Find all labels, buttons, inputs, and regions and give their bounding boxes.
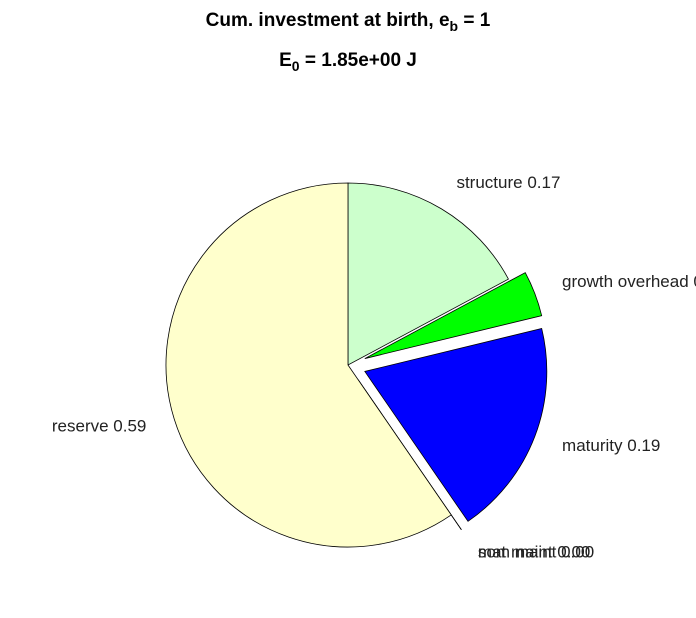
slice-name: mat maint	[478, 543, 553, 562]
slice-value: 0.00	[557, 543, 590, 562]
title-text: = 1.85e+00 J	[300, 50, 417, 71]
slice-name: maturity	[562, 436, 623, 455]
chart-title: Cum. investment at birth, eb = 1	[206, 10, 491, 34]
slice-value: 0.00	[561, 543, 594, 562]
pie-slice	[364, 328, 548, 522]
slice-value: 0.59	[113, 417, 146, 436]
pie-slice	[347, 182, 509, 366]
slice-value: 0.04	[693, 273, 696, 292]
title-subscript: 0	[292, 58, 300, 74]
title-text: E	[279, 50, 292, 71]
slice-value: 0.17	[527, 173, 560, 192]
slice-label: growth overhead 0.04	[562, 273, 696, 292]
slice-label: mat maint 0.00	[478, 543, 590, 562]
slice-name: reserve	[52, 417, 109, 436]
slice-label: reserve 0.59	[52, 417, 147, 436]
slice-label: som maint 0.00	[478, 543, 594, 562]
slice-value: 0.19	[627, 436, 660, 455]
slice-name: structure	[456, 173, 522, 192]
slice-name: growth overhead	[562, 273, 689, 292]
title-subscript: b	[450, 18, 459, 34]
title-text: Cum. investment at birth, e	[206, 10, 450, 31]
pie-slice	[165, 182, 452, 548]
title-text: = 1	[458, 10, 491, 31]
pie-slice	[364, 272, 543, 359]
slice-label: maturity 0.19	[562, 436, 660, 455]
slice-label: structure 0.17	[456, 173, 560, 192]
slice-name: som maint	[478, 543, 557, 562]
chart-subtitle: E0 = 1.85e+00 J	[279, 50, 417, 74]
